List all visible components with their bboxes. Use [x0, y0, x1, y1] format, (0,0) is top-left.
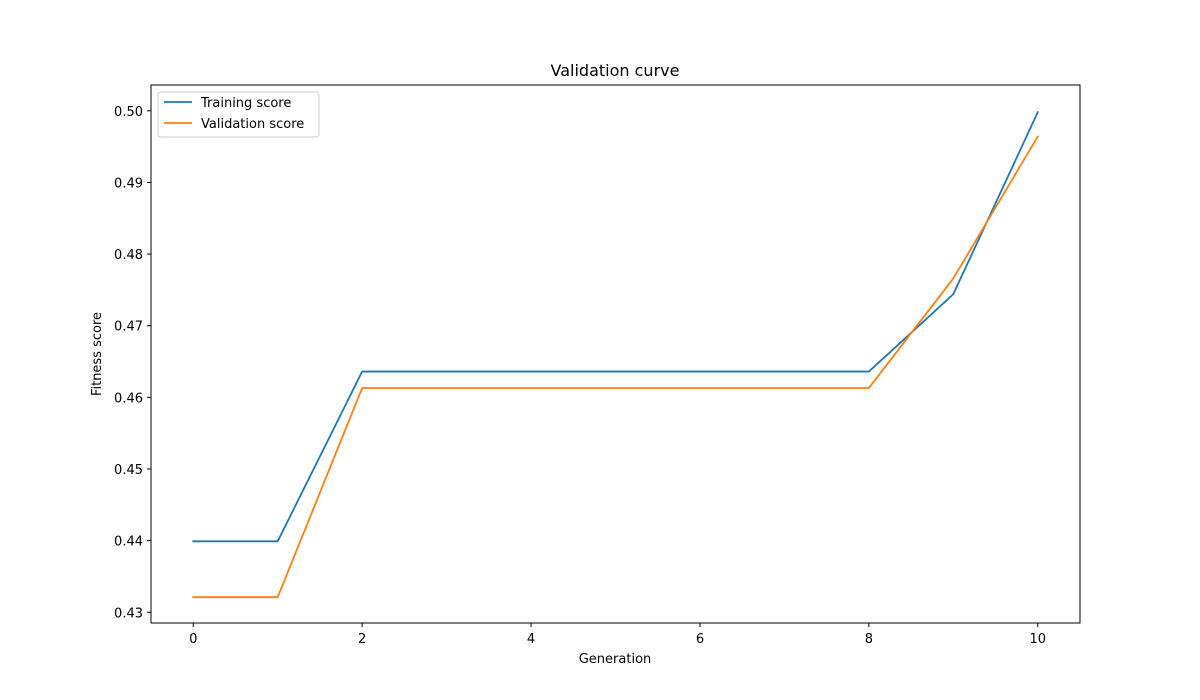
series-line-validation: [192, 135, 1040, 599]
y-tick-label: 0.48: [114, 248, 143, 263]
y-tick-label: 0.43: [114, 606, 143, 621]
y-tick-label: 0.44: [114, 535, 143, 550]
plot-area-frame: [150, 84, 1081, 624]
x-tick-label: 2: [358, 632, 366, 647]
series-lines: [192, 111, 1040, 599]
x-axis-label: Generation: [579, 652, 652, 667]
x-tick-label: 6: [696, 632, 704, 647]
x-tick-label: 4: [527, 632, 535, 647]
y-axis: 0.43 0.44 0.45 0.46 0.47 0.48 0.49 0.50: [114, 105, 151, 621]
chart-title: Validation curve: [551, 61, 680, 80]
legend-box: [157, 91, 320, 138]
legend-label: Validation score: [201, 117, 304, 132]
y-tick-label: 0.46: [114, 391, 143, 406]
x-tick-label: 8: [865, 632, 873, 647]
x-tick-label: 10: [1029, 632, 1046, 647]
y-tick-label: 0.49: [114, 176, 143, 191]
x-tick-label: 0: [189, 632, 197, 647]
y-tick-label: 0.50: [114, 105, 143, 120]
legend: Training score Validation score: [157, 91, 320, 138]
y-axis-label: Fitness score: [90, 312, 105, 396]
y-tick-label: 0.47: [114, 320, 143, 335]
legend-label: Training score: [200, 96, 291, 111]
y-tick-label: 0.45: [114, 463, 143, 478]
series-line-training: [192, 111, 1039, 543]
x-axis: 0 2 4 6 8 10: [189, 623, 1046, 647]
